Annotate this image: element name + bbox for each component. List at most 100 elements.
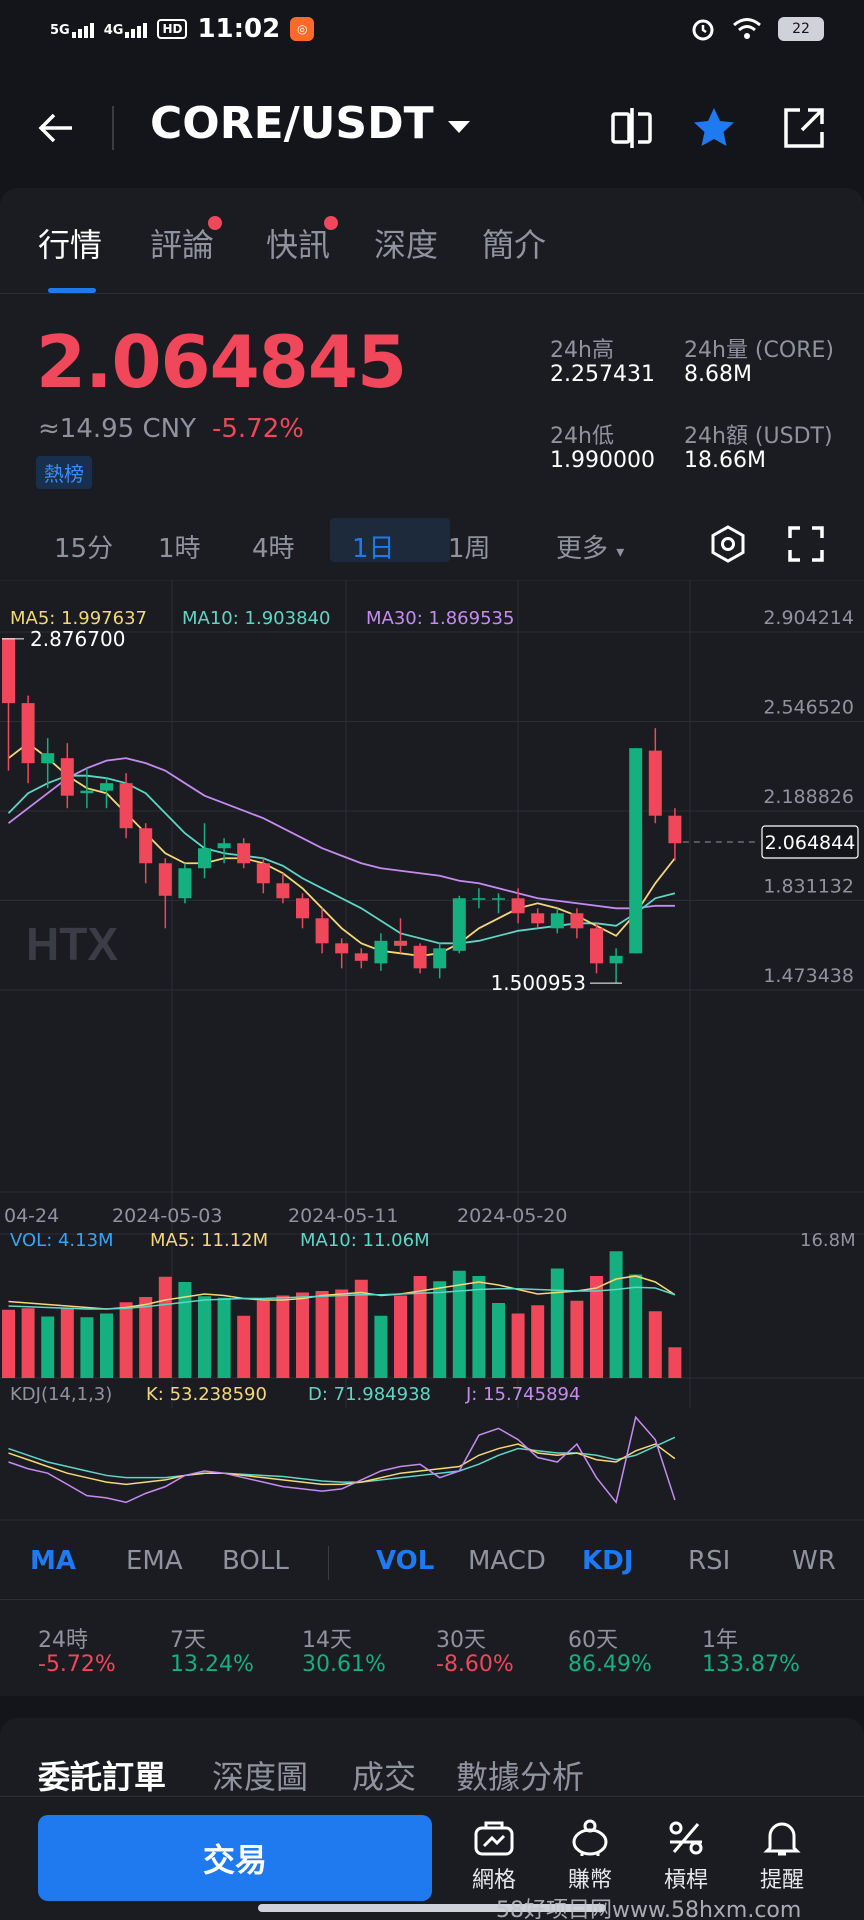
perf-label: 24時 <box>38 1628 88 1653</box>
y-tick-label: 1.831132 <box>763 876 854 898</box>
interval-4h[interactable]: 4時 <box>252 534 295 564</box>
candle-body <box>296 898 309 919</box>
low-label: 24h低 <box>550 424 614 449</box>
perf-label: 1年 <box>702 1628 738 1653</box>
tab-comments[interactable]: 評論 <box>150 216 223 266</box>
candle-body <box>276 883 290 899</box>
y-tick-label: 1.473438 <box>763 965 854 987</box>
price-change: -5.72% <box>212 414 304 444</box>
interval-1w[interactable]: 1周 <box>448 534 491 564</box>
volume-bar <box>531 1305 545 1378</box>
alert-button[interactable]: 提醒 <box>742 1818 822 1894</box>
volume-bar <box>139 1297 153 1378</box>
hot-badge[interactable]: 熱榜 <box>36 456 92 489</box>
pair-title: CORE/USDT <box>150 98 434 149</box>
candle-body <box>21 703 35 764</box>
alarm-icon <box>692 19 714 41</box>
volume-bar <box>335 1289 349 1378</box>
star-icon[interactable] <box>690 104 738 152</box>
tab-depth[interactable]: 深度 <box>374 226 439 264</box>
piggy-bank-icon <box>572 1819 608 1856</box>
chart-grid: 2.904214 2.546520 2.188826 1.831132 1.473438 <box>0 580 864 1521</box>
x-tick-label: 2024-05-20 <box>457 1205 567 1227</box>
candle-body <box>394 940 407 946</box>
interval-more[interactable]: 更多 ▾ <box>556 534 625 564</box>
candle-body <box>198 848 211 869</box>
x-tick-label: 2024-05-03 <box>112 1205 222 1227</box>
volume-bar <box>256 1300 270 1378</box>
candle-body <box>237 843 251 864</box>
htx-watermark: HTX <box>26 918 118 970</box>
signal-4g-icon: 4G <box>104 20 148 38</box>
volume-bar <box>119 1302 133 1378</box>
candle-body <box>256 863 270 884</box>
header: CORE/USDT <box>0 64 864 190</box>
tab-news[interactable]: 快訊 <box>266 216 339 266</box>
indicator-rsi[interactable]: RSI <box>688 1546 731 1576</box>
volume-bar <box>354 1279 368 1378</box>
back-arrow-icon[interactable] <box>34 106 78 150</box>
volume-bar <box>394 1295 407 1378</box>
pair-selector[interactable]: CORE/USDT <box>150 98 470 149</box>
current-price-box <box>761 825 859 859</box>
tab-data-analysis[interactable]: 數據分析 <box>456 1758 585 1796</box>
kdj-d-legend: D: 71.984938 <box>308 1384 431 1405</box>
tab-depth-chart[interactable]: 深度圖 <box>212 1758 309 1796</box>
candle-body <box>315 918 329 944</box>
indicator-ema[interactable]: EMA <box>126 1546 183 1576</box>
notification-dot <box>324 216 339 230</box>
interval-highlight <box>330 518 450 562</box>
candle-body <box>2 638 15 704</box>
volume-bar <box>590 1276 603 1378</box>
indicator-vol[interactable]: VOL <box>376 1546 435 1576</box>
price-chart[interactable]: 2.904214 2.546520 2.188826 1.831132 1.473438… <box>0 580 864 1524</box>
volume-bar <box>100 1313 113 1378</box>
settings-hex-icon[interactable] <box>708 524 748 564</box>
perf-value: -8.60% <box>436 1652 514 1677</box>
candle-body <box>550 913 564 929</box>
wifi-icon <box>733 18 761 39</box>
trade-button[interactable]: 交易 <box>38 1815 432 1901</box>
y-tick-label: 2.188826 <box>763 786 854 808</box>
interval-1d[interactable]: 1日 <box>352 534 395 564</box>
tab-underline <box>48 288 96 293</box>
vol-ma10-path <box>8 1286 676 1310</box>
candle-body <box>139 828 153 864</box>
leverage-button[interactable]: 槓桿 <box>646 1818 726 1894</box>
share-icon[interactable] <box>780 104 828 152</box>
tab-trades[interactable]: 成交 <box>352 1758 417 1796</box>
volume-bar <box>433 1281 447 1378</box>
fullscreen-icon[interactable] <box>786 524 826 564</box>
candle-body <box>472 898 486 900</box>
volume-bar <box>648 1311 662 1378</box>
interval-15m[interactable]: 15分 <box>54 534 114 564</box>
earn-button[interactable]: 賺幣 <box>550 1818 630 1894</box>
indicator-wr[interactable]: WR <box>792 1546 836 1576</box>
high-value: 2.257431 <box>550 362 655 387</box>
grid-button[interactable]: 網格 <box>454 1818 534 1894</box>
interval-1h[interactable]: 1時 <box>158 534 201 564</box>
candle-body <box>335 943 349 954</box>
tab-orders[interactable]: 委託訂單 <box>38 1758 167 1796</box>
vol-ma10-legend: MA10: 11.06M <box>300 1230 430 1251</box>
candle-body <box>452 898 466 951</box>
volume-bar <box>217 1297 231 1378</box>
tab-market[interactable]: 行情 <box>38 226 103 264</box>
tab-bar: 行情 評論 快訊 深度 簡介 <box>0 188 864 294</box>
perf-value: 30.61% <box>302 1652 386 1677</box>
volume-bar <box>668 1347 682 1378</box>
compare-icon[interactable] <box>608 104 656 152</box>
indicator-macd[interactable]: MACD <box>468 1546 546 1576</box>
candle-body <box>158 863 172 896</box>
perf-label: 30天 <box>436 1628 486 1653</box>
volume-bar <box>315 1291 329 1378</box>
indicator-kdj[interactable]: KDJ <box>582 1546 634 1576</box>
tab-intro[interactable]: 簡介 <box>482 226 547 264</box>
vol-ma5-legend: MA5: 11.12M <box>150 1230 268 1251</box>
indicator-ma[interactable]: MA <box>30 1546 76 1576</box>
volume-bar <box>452 1270 466 1378</box>
performance-row: 24時 -5.72% 7天 13.24% 14天 30.61% 30天 -8.6… <box>0 1622 864 1686</box>
indicator-boll[interactable]: BOLL <box>222 1546 289 1576</box>
volume-bar <box>198 1296 211 1378</box>
indicator-separator <box>328 1546 329 1580</box>
